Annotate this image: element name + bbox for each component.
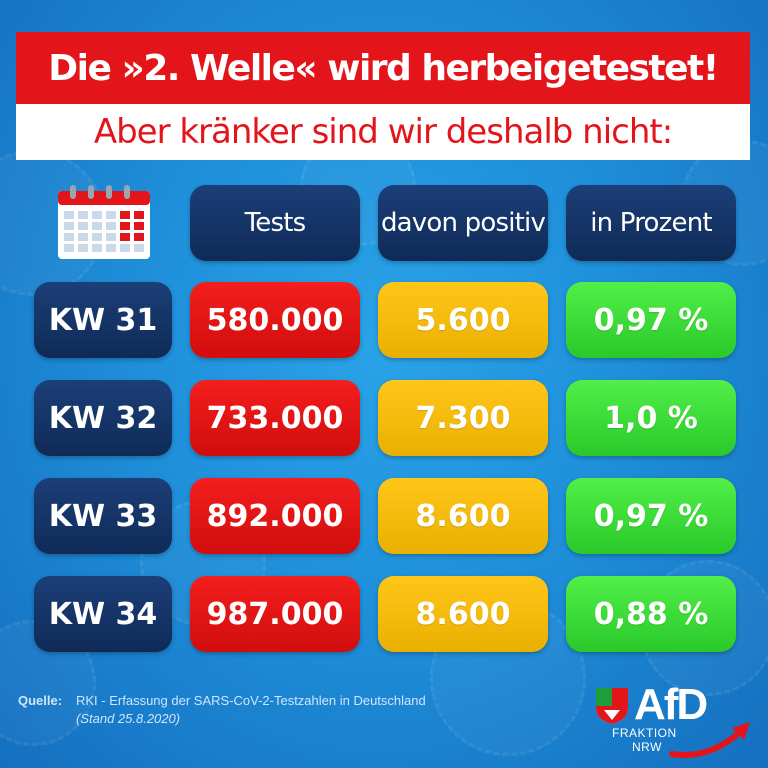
calendar-day-cell [106,222,116,230]
source-date: (Stand 25.8.2020) [76,711,181,726]
calendar-day-cell [64,244,74,252]
header-positive: davon positiv [378,185,548,261]
week-label: KW 34 [34,576,172,652]
percent-value: 0,97 % [566,282,736,358]
source-text: RKI - Erfassung der SARS-CoV-2-Testzahle… [76,693,426,708]
calendar-day-cell [78,233,88,241]
header-percent: in Prozent [566,185,736,261]
calendar-day-cell [120,222,130,230]
week-label: KW 33 [34,478,172,554]
calendar-day-cell [106,211,116,219]
tests-value: 580.000 [190,282,360,358]
positive-value: 8.600 [378,576,548,652]
swoosh-arrow-icon [669,722,750,758]
party-logo: AfD FRAKTION NRW [590,680,760,762]
calendar-day-cell [106,244,116,252]
source-note: Quelle: RKI - Erfassung der SARS-CoV-2-Te… [18,692,426,728]
calendar-day-cell [64,222,74,230]
positive-value: 7.300 [378,380,548,456]
calendar-day-cell [106,233,116,241]
calendar-day-cell [78,211,88,219]
percent-value: 0,88 % [566,576,736,652]
calendar-day-cell [120,233,130,241]
logo-afd: AfD [634,680,708,729]
calendar-day-cell [120,244,130,252]
tests-value: 892.000 [190,478,360,554]
headline-banner: Die »2. Welle« wird herbeigetestet! [16,32,750,104]
positive-value: 8.600 [378,478,548,554]
calendar-day-cell [64,233,74,241]
nrw-coat-of-arms-icon [596,688,628,724]
percent-value: 1,0 % [566,380,736,456]
logo-fraktion: FRAKTION [612,726,677,740]
calendar-day-cell [134,233,144,241]
calendar-day-cell [92,233,102,241]
calendar-day-cell [64,211,74,219]
subheadline: Aber kränker sind wir deshalb nicht: [16,104,750,160]
calendar-day-cell [92,222,102,230]
logo-nrw: NRW [632,740,662,754]
week-label: KW 31 [34,282,172,358]
calendar-day-cell [92,211,102,219]
calendar-day-cell [92,244,102,252]
tests-value: 733.000 [190,380,360,456]
week-label: KW 32 [34,380,172,456]
source-label: Quelle: [18,693,63,708]
headline: Die »2. Welle« wird herbeigetestet! [48,47,719,89]
calendar-icon [58,185,150,259]
calendar-day-cell [134,211,144,219]
calendar-day-cell [134,222,144,230]
calendar-day-cell [78,222,88,230]
calendar-day-cell [120,211,130,219]
calendar-day-cell [78,244,88,252]
header-tests: Tests [190,185,360,261]
tests-value: 987.000 [190,576,360,652]
calendar-day-cell [134,244,144,252]
positive-value: 5.600 [378,282,548,358]
percent-value: 0,97 % [566,478,736,554]
